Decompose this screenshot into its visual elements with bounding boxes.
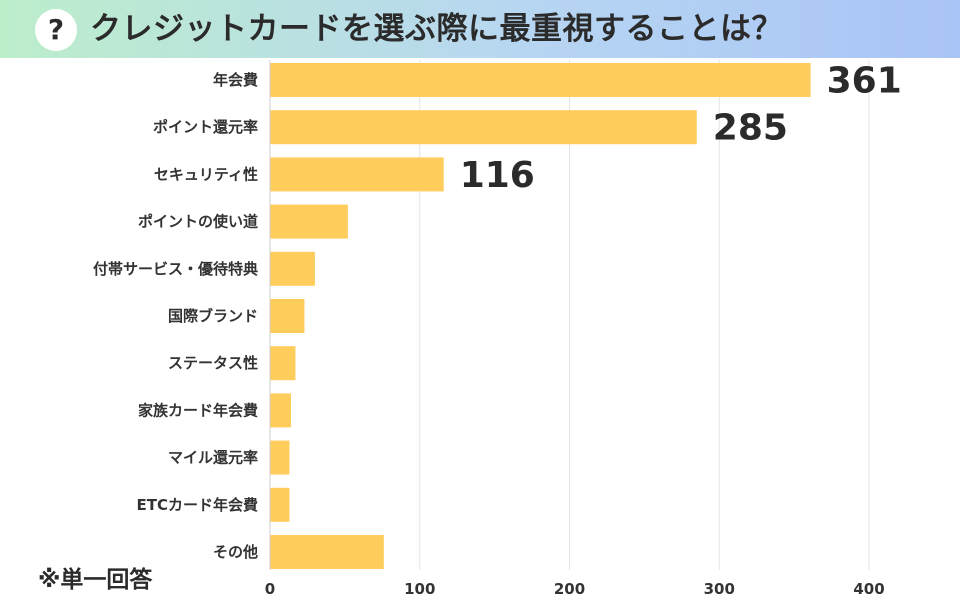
header-banner: ? クレジットカードを選ぶ際に最重視することは？ bbox=[0, 0, 960, 58]
footnote: ※単一回答 bbox=[38, 567, 153, 593]
category-label-7: 家族カード年会費 bbox=[138, 401, 258, 419]
bar-5 bbox=[270, 299, 305, 333]
category-label-4: 付帯サービス・優待特典 bbox=[93, 260, 258, 278]
x-tick-label-100: 100 bbox=[404, 580, 435, 598]
category-label-6: ステータス性 bbox=[168, 354, 258, 372]
category-label-10: その他 bbox=[213, 543, 258, 561]
category-label-8: マイル還元率 bbox=[168, 449, 258, 467]
category-label-9: ETCカード年会費 bbox=[137, 496, 259, 514]
bar-0 bbox=[270, 63, 811, 97]
bar-10 bbox=[270, 535, 384, 569]
category-label-3: ポイントの使い道 bbox=[138, 213, 258, 231]
bar-8 bbox=[270, 440, 290, 475]
category-label-1: ポイント還元率 bbox=[153, 118, 258, 136]
x-tick-label-200: 200 bbox=[554, 580, 585, 598]
bar-7 bbox=[270, 393, 291, 428]
bar-chart: 年会費 361 ポイント還元率 285 セキュリティ性 116 ポイントの使い道付帯サービス… bbox=[93, 60, 902, 598]
x-tick-label-400: 400 bbox=[853, 580, 884, 598]
bar-9 bbox=[270, 487, 290, 522]
category-label-5: 国際ブランド bbox=[168, 307, 258, 325]
data-label-0: 361 bbox=[827, 61, 902, 102]
bar-4 bbox=[270, 251, 315, 286]
bar-2 bbox=[270, 157, 444, 192]
x-tick-label-300: 300 bbox=[704, 580, 735, 598]
data-label-2: 116 bbox=[460, 155, 535, 196]
chart-title: クレジットカードを選ぶ際に最重視することは？ bbox=[90, 11, 783, 47]
bar-1 bbox=[270, 110, 697, 145]
x-tick-label-0: 0 bbox=[265, 580, 275, 598]
bar-6 bbox=[270, 346, 296, 381]
question-icon: ? bbox=[35, 9, 77, 51]
data-label-1: 285 bbox=[713, 108, 788, 149]
category-label-0: 年会費 bbox=[213, 71, 258, 89]
bar-3 bbox=[270, 204, 348, 239]
category-label-2: セキュリティ性 bbox=[154, 165, 258, 183]
